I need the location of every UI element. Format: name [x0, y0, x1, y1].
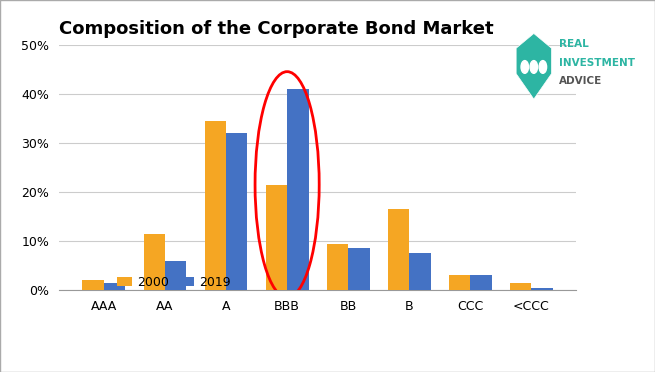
Text: REAL: REAL — [559, 39, 589, 49]
Polygon shape — [516, 33, 552, 99]
Bar — [470, 275, 492, 290]
Bar — [449, 275, 470, 290]
Circle shape — [539, 61, 547, 73]
Circle shape — [530, 61, 538, 73]
Bar — [83, 280, 104, 290]
Bar — [143, 234, 165, 290]
Bar — [510, 283, 531, 290]
Bar — [409, 253, 431, 290]
Bar — [531, 288, 553, 290]
Bar — [165, 261, 186, 290]
Text: ADVICE: ADVICE — [559, 76, 603, 86]
Bar — [266, 185, 287, 290]
Bar — [204, 121, 226, 290]
Bar — [226, 133, 248, 290]
Bar — [388, 209, 409, 290]
Bar — [287, 89, 309, 290]
Bar — [327, 244, 348, 290]
Circle shape — [521, 61, 529, 73]
Bar — [104, 283, 125, 290]
Text: Composition of the Corporate Bond Market: Composition of the Corporate Bond Market — [59, 19, 494, 38]
Legend: 2000, 2019: 2000, 2019 — [117, 276, 231, 289]
Bar — [348, 248, 369, 290]
Text: INVESTMENT: INVESTMENT — [559, 58, 635, 68]
